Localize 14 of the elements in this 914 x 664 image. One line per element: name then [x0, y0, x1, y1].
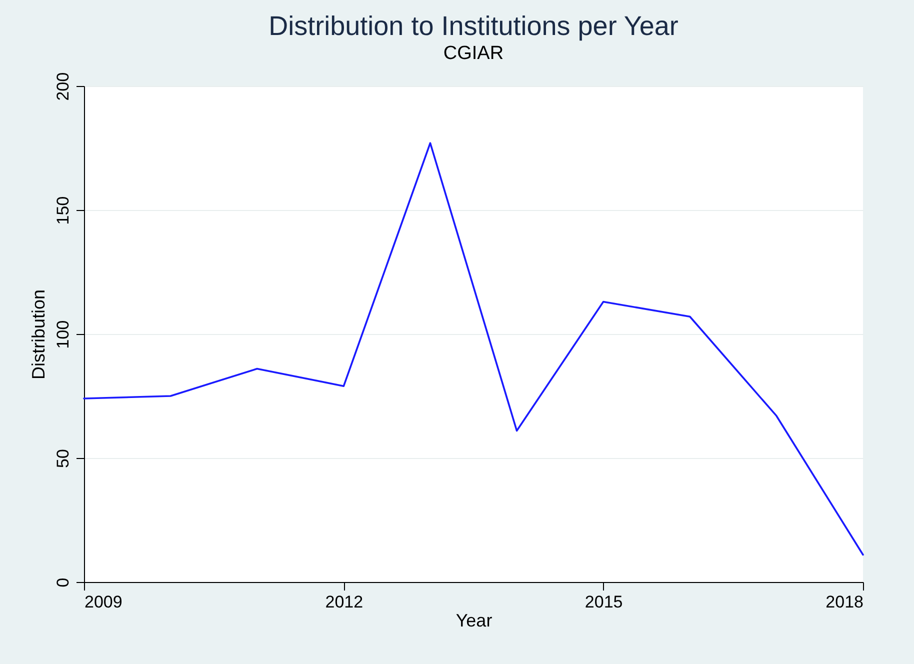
y-tick-label: 150	[54, 196, 72, 225]
x-tick-label: 2018	[826, 592, 864, 612]
chart-title: Distribution to Institutions per Year	[268, 10, 678, 41]
x-tick-label: 2015	[584, 592, 623, 612]
y-tick-label: 200	[54, 72, 72, 101]
y-tick-label: 50	[54, 449, 72, 468]
x-axis-title: Year	[456, 610, 492, 630]
y-axis-title: Distribution	[28, 289, 48, 380]
y-tick-label: 0	[54, 578, 72, 588]
line-series	[83, 142, 864, 556]
chart-subtitle: CGIAR	[443, 42, 504, 64]
x-tick-label: 2009	[84, 592, 122, 612]
y-tick-label: 100	[54, 320, 72, 349]
x-tick-label: 2012	[325, 592, 364, 612]
